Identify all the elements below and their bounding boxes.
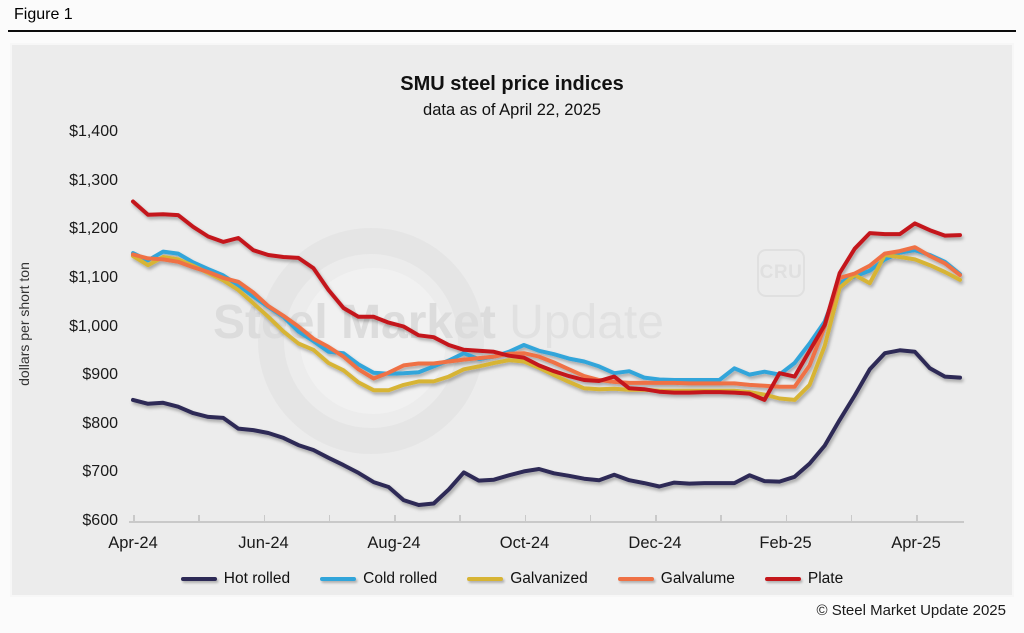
x-tick-label: Aug-24 xyxy=(367,534,421,552)
legend-label: Galvalume xyxy=(660,570,735,587)
legend-swatch xyxy=(467,576,504,582)
y-tick-label: $600 xyxy=(82,512,118,529)
x-month-tick xyxy=(655,515,657,521)
copyright: © Steel Market Update 2025 xyxy=(816,602,1007,619)
x-month-tick xyxy=(263,515,265,521)
legend: Hot rolled Cold rolled Galvanized Galvalume… xyxy=(10,570,1014,588)
x-month-tick xyxy=(720,515,722,521)
x-tick-label: Oct-24 xyxy=(499,534,550,552)
chart-subtitle: data as of April 22, 2025 xyxy=(423,101,601,119)
legend-swatch xyxy=(617,576,654,582)
watermark-text-light xyxy=(496,296,509,349)
legend-item-cold-rolled: Cold rolled xyxy=(320,570,437,588)
watermark-text: Steel Market Update xyxy=(213,295,664,350)
legend-item-galvalume: Galvalume xyxy=(617,570,735,588)
x-month-tick xyxy=(133,515,135,521)
legend-item-galvanized: Galvanized xyxy=(467,570,588,588)
legend-swatch xyxy=(764,576,801,582)
y-tick-label: $1,100 xyxy=(69,268,118,286)
legend-swatch xyxy=(180,576,217,582)
x-month-tick xyxy=(198,515,200,521)
legend-label: Cold rolled xyxy=(363,570,438,587)
x-month-tick xyxy=(394,515,396,521)
legend-item-hot-rolled: Hot rolled xyxy=(180,570,291,588)
legend-item-plate: Plate xyxy=(764,570,844,588)
x-tick-label: Jun-24 xyxy=(238,534,289,552)
cru-logo: CRU xyxy=(757,249,805,297)
x-month-tick xyxy=(850,515,853,521)
cru-logo-text: CRU xyxy=(759,262,803,283)
y-tick-label: $1,300 xyxy=(69,171,118,189)
y-tick-label: $700 xyxy=(82,463,118,481)
legend-label: Galvanized xyxy=(510,570,588,587)
y-tick-label: $800 xyxy=(82,414,118,432)
watermark-text-bold: Steel Market xyxy=(213,296,496,349)
y-tick-label: $1,200 xyxy=(69,220,118,238)
legend-label: Hot rolled xyxy=(223,570,291,587)
x-month-tick xyxy=(916,515,918,521)
figure-label: Figure 1 xyxy=(14,6,73,23)
x-tick-label: Apr-24 xyxy=(108,534,158,552)
legend-label: Plate xyxy=(807,570,844,587)
chart-title: SMU steel price indices xyxy=(400,73,624,95)
y-axis-title: dollars per short ton xyxy=(16,262,32,386)
y-tick-label: $1,000 xyxy=(69,317,118,335)
x-month-tick xyxy=(785,515,787,521)
x-month-tick xyxy=(524,515,526,521)
legend-swatch xyxy=(320,576,357,582)
x-month-tick xyxy=(459,515,461,521)
y-tick-label: $900 xyxy=(82,366,118,384)
x-tick-label: Feb-25 xyxy=(759,534,812,552)
y-tick-label: $1,400 xyxy=(69,123,118,140)
x-axis-line xyxy=(129,521,964,523)
x-month-tick xyxy=(328,515,331,521)
x-month-tick xyxy=(589,515,592,521)
x-tick-label: Dec-24 xyxy=(628,534,682,552)
x-tick-label: Apr-25 xyxy=(891,534,941,552)
watermark-text-update: Update xyxy=(509,296,664,349)
header-divider xyxy=(8,30,1016,32)
